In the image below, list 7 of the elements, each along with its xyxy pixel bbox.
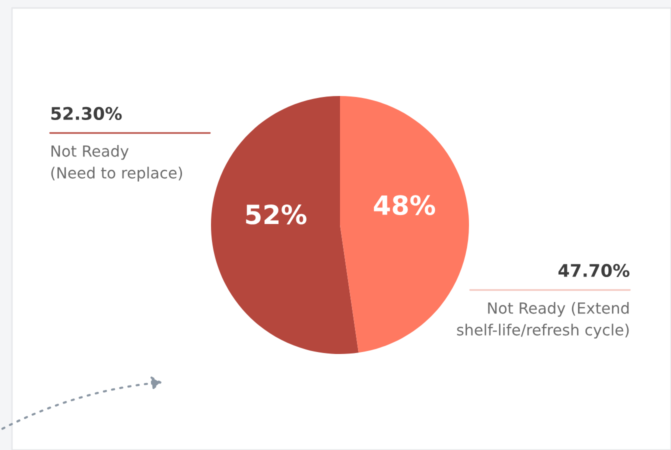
pie-slice — [211, 96, 359, 354]
text: 47.70% — [558, 264, 630, 278]
slice-label: Not Ready (Extend shelf-life/refresh cycle) — [457, 302, 629, 339]
slice-label: Not Ready (Need to replace) — [51, 145, 182, 182]
data-label: 52% — [246, 204, 306, 224]
data-label: 48% — [374, 195, 436, 216]
text: 52.30% — [51, 106, 122, 120]
